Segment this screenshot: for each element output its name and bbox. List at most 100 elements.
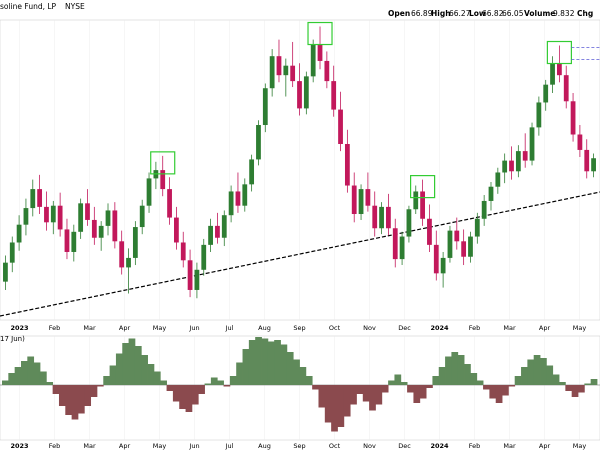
histogram-bar xyxy=(305,376,313,385)
x-tick-label: Sep xyxy=(293,324,305,332)
histogram-bar xyxy=(521,367,528,385)
histogram-bar xyxy=(489,385,497,399)
histogram-bar xyxy=(565,385,573,391)
candle-body xyxy=(98,225,104,238)
histogram-bar xyxy=(540,358,547,385)
histogram-bar xyxy=(160,380,167,385)
x-tick-label: Nov xyxy=(363,324,376,332)
candle-body xyxy=(57,205,63,230)
histogram-bar xyxy=(457,355,465,385)
indicator-label: 17 Jun) xyxy=(0,335,25,343)
indicator-x-tick-label: Mar xyxy=(503,442,516,450)
histogram-bar xyxy=(223,385,231,387)
candle-body xyxy=(324,60,330,82)
histogram-bar xyxy=(426,385,433,388)
candle-body xyxy=(262,88,268,126)
chart-title: soline Fund, LP xyxy=(0,2,57,11)
x-tick-label: Feb xyxy=(469,324,481,332)
candle-body xyxy=(174,217,179,243)
candle-body xyxy=(112,210,118,242)
candle-body xyxy=(392,228,398,260)
histogram-bar xyxy=(337,385,345,427)
histogram-bar xyxy=(559,382,566,385)
candle-body xyxy=(187,260,193,290)
histogram-bar xyxy=(39,371,47,385)
histogram-bar xyxy=(217,380,224,385)
candle-body xyxy=(495,172,501,187)
candle-body xyxy=(201,244,207,270)
histogram-bar xyxy=(20,361,28,385)
candle-body xyxy=(543,84,549,103)
histogram-bar xyxy=(571,385,579,397)
histogram-bar xyxy=(464,364,471,385)
histogram-bar xyxy=(210,377,218,385)
candle-body xyxy=(413,191,419,210)
histogram-bar xyxy=(476,380,484,385)
x-tick-label: Aug xyxy=(258,324,271,332)
close-value: 66.05 xyxy=(502,9,524,18)
x-tick-label: Apr xyxy=(119,324,131,332)
candle-body xyxy=(344,143,350,186)
candle-body xyxy=(242,184,248,206)
histogram-bar xyxy=(552,374,560,385)
x-tick-label: Jul xyxy=(225,324,234,332)
histogram-bar xyxy=(400,382,408,385)
candle-body xyxy=(180,242,186,261)
candle-body xyxy=(509,160,514,172)
candle-body xyxy=(276,56,282,76)
candle-body xyxy=(91,219,97,238)
histogram-bar xyxy=(261,338,269,385)
histogram-bar xyxy=(147,364,155,385)
histogram-bar xyxy=(84,385,92,406)
histogram-bar xyxy=(27,356,35,385)
candle-body xyxy=(23,208,29,225)
indicator-x-tick-label: Apr xyxy=(119,442,131,450)
low-label: Low xyxy=(469,9,486,18)
candle-body xyxy=(215,225,220,238)
candle-body xyxy=(433,244,439,274)
histogram-bar xyxy=(33,362,41,385)
x-tick-label: 2024 xyxy=(430,324,449,332)
histogram-bar xyxy=(495,385,503,403)
candle-body xyxy=(249,159,255,185)
histogram-bar xyxy=(153,371,161,385)
candle-body xyxy=(310,44,316,77)
histogram-bar xyxy=(533,355,541,385)
candle-body xyxy=(365,189,371,206)
highlight-box xyxy=(150,151,176,175)
histogram-bar xyxy=(280,344,288,385)
histogram-bar xyxy=(369,385,376,411)
candle-body xyxy=(297,81,302,109)
histogram-bar xyxy=(293,359,300,385)
candle-body xyxy=(194,269,200,290)
histogram-bar xyxy=(236,362,243,385)
highlight-box xyxy=(307,21,333,46)
histogram-bar xyxy=(590,379,598,385)
indicator-x-tick-label: Apr xyxy=(539,442,551,450)
histogram-bar xyxy=(134,346,142,385)
volume-label: Volume xyxy=(524,9,555,18)
candle-body xyxy=(556,63,562,76)
histogram-bar xyxy=(394,374,402,385)
candle-body xyxy=(379,206,384,229)
change-label: Chg xyxy=(577,9,593,18)
indicator-x-tick-label: Feb xyxy=(49,442,61,450)
indicator-x-tick-label: 2023 xyxy=(10,442,28,450)
candle-body xyxy=(16,224,22,243)
histogram-bar xyxy=(432,376,440,385)
candle-body xyxy=(447,230,453,258)
x-tick-label: Apr xyxy=(539,324,551,332)
candle-body xyxy=(358,189,364,215)
indicator-x-tick-label: Mar xyxy=(83,442,96,450)
candle-body xyxy=(550,63,555,85)
indicator-x-tick-label: Dec xyxy=(398,442,411,450)
highlight-box xyxy=(410,174,436,199)
highlight-box xyxy=(546,40,572,65)
histogram-bar xyxy=(318,385,326,408)
histogram-bar xyxy=(198,385,205,394)
candle-body xyxy=(37,189,43,207)
histogram-bar xyxy=(115,353,123,385)
histogram-bar xyxy=(388,380,395,385)
